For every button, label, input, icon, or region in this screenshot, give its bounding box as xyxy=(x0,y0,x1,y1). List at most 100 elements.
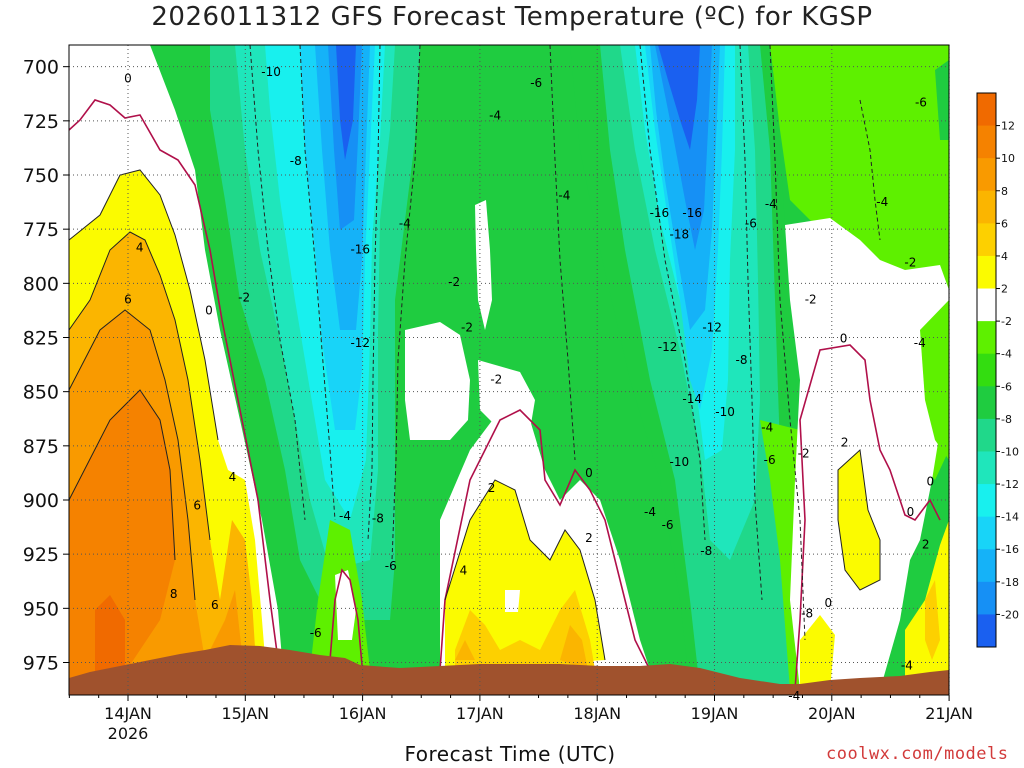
contour-label: 0 xyxy=(824,596,832,610)
contour-label: -10 xyxy=(261,65,281,79)
terrain xyxy=(69,645,949,695)
contour-label: 4 xyxy=(460,563,468,577)
contour-label: -6 xyxy=(662,518,674,532)
x-tick-label: 14JAN xyxy=(104,704,152,723)
contour-label: -4 xyxy=(399,217,411,231)
contour-label: -8 xyxy=(290,154,302,168)
contour-label: 0 xyxy=(585,466,593,480)
contour-label: 6 xyxy=(124,293,132,307)
x-axis-label: Forecast Time (UTC) xyxy=(404,742,616,766)
y-tick-label: 875 xyxy=(23,436,59,458)
contour-label: -14 xyxy=(682,392,702,406)
contour-label: -8 xyxy=(700,544,712,558)
contour-label: -4 xyxy=(765,197,777,211)
contour-label: -2 xyxy=(798,446,810,460)
colorbar-tick-label: -4 xyxy=(1001,348,1012,361)
contour-label: -6 xyxy=(530,76,542,90)
y-tick-label: 725 xyxy=(23,111,59,133)
contour-label: 0 xyxy=(927,475,935,489)
colorbar-swatch xyxy=(977,386,996,420)
colorbar-swatch xyxy=(977,223,996,257)
colorbar-tick-label: 12 xyxy=(1001,120,1015,133)
contour-label: -4 xyxy=(339,509,351,523)
y-tick-label: 800 xyxy=(23,273,59,295)
colorbar-swatch xyxy=(977,484,996,518)
contour-label: 4 xyxy=(136,241,144,255)
colorbar-swatch xyxy=(977,158,996,192)
temperature-fill xyxy=(69,45,949,695)
contour-label: 6 xyxy=(193,498,201,512)
colorbar-tick-label: -10 xyxy=(1001,445,1019,458)
contour-label: -2 xyxy=(238,290,250,304)
contour-label: -8 xyxy=(801,607,813,621)
contour-label: -4 xyxy=(644,505,656,519)
colorbar-legend: 12 10 8 6 4 2 -2 -4 -6 -8 -10 -12 -14 -16 -18 -20 xyxy=(976,92,1019,648)
colorbar-tick-label: 2 xyxy=(1001,283,1008,296)
y-tick-label: 850 xyxy=(23,382,59,404)
grid xyxy=(69,45,950,695)
x-tick-label: 17JAN xyxy=(456,704,504,723)
colorbar-swatch xyxy=(977,418,996,452)
y-tick-label: 700 xyxy=(23,57,59,79)
contour-label: -2 xyxy=(461,321,473,335)
colorbar-tick-label: -8 xyxy=(1001,413,1012,426)
contour-label: 8 xyxy=(170,587,178,601)
contour-label: -4 xyxy=(788,689,800,703)
y-axis: 700 725 750 775 800 825 850 875 900 925 950 975 xyxy=(23,57,69,675)
x-tick-label: 21JAN xyxy=(925,704,973,723)
colorbar-tick-label: -2 xyxy=(1001,315,1012,328)
contour-label: -6 xyxy=(915,95,927,109)
contour-label: -12 xyxy=(658,340,678,354)
y-tick-label: 950 xyxy=(23,598,59,620)
colorbar-swatch xyxy=(977,255,996,290)
colorbar-swatch xyxy=(977,288,996,322)
contour-label: -4 xyxy=(914,336,926,350)
colorbar-swatch xyxy=(977,549,996,583)
contour-label: 2 xyxy=(922,537,930,551)
x-tick-label: 15JAN xyxy=(221,704,269,723)
contour-label: -4 xyxy=(901,659,913,673)
contour-label: -2 xyxy=(904,256,916,270)
contour-label: 0 xyxy=(907,505,915,519)
contour-labels: 0 4 6 8 6 0 -2 4 6 -10 -8 -16 -12 -4 -8 -6 -6 -4 -4 -6 -2 -2 -… xyxy=(124,65,934,703)
contour-label: -6 xyxy=(764,453,776,467)
colorbar-tick-label: 10 xyxy=(1001,152,1015,165)
colorbar-frame xyxy=(976,92,997,648)
contour-label: -8 xyxy=(735,353,747,367)
colorbar-swatch xyxy=(977,614,996,648)
contour-label: -4 xyxy=(558,189,570,203)
colorbar-swatch xyxy=(977,353,996,387)
x-tick-label: 18JAN xyxy=(573,704,621,723)
contour-label: -10 xyxy=(715,405,735,419)
colorbar-tick-label: -14 xyxy=(1001,511,1019,524)
contour-label: -10 xyxy=(670,455,690,469)
contour-label: -18 xyxy=(670,228,690,242)
colorbar-tick-label: 4 xyxy=(1001,250,1008,263)
colorbar-tick-label: -12 xyxy=(1001,478,1019,491)
contour-label: -6 xyxy=(385,559,397,573)
contour-label: -16 xyxy=(650,206,670,220)
colorbar-tick-label: -16 xyxy=(1001,543,1019,556)
contour-label: -4 xyxy=(876,195,888,209)
contour-label: -12 xyxy=(350,336,370,350)
x-tick-label: 16JAN xyxy=(339,704,387,723)
x-tick-label: 19JAN xyxy=(691,704,739,723)
x-year-label: 2026 xyxy=(108,724,149,743)
y-tick-label: 825 xyxy=(23,328,59,350)
colorbar-tick-label: 8 xyxy=(1001,185,1008,198)
contour-label: -6 xyxy=(310,626,322,640)
contour-label: 6 xyxy=(211,598,219,612)
contour-label: 4 xyxy=(229,470,237,484)
colorbar-swatch xyxy=(977,516,996,550)
y-tick-label: 750 xyxy=(23,165,59,187)
colorbar-tick-label: -18 xyxy=(1001,576,1019,589)
contour-label: -8 xyxy=(372,511,384,525)
contour-label: 2 xyxy=(841,436,849,450)
colorbar-swatch xyxy=(977,125,996,159)
y-tick-label: 900 xyxy=(23,490,59,512)
chart-title: 2026011312 GFS Forecast Temperature (ºC)… xyxy=(151,2,873,32)
contour-label: -2 xyxy=(805,293,817,307)
y-tick-label: 925 xyxy=(23,544,59,566)
contour-label: -12 xyxy=(702,321,722,335)
contour-label: 2 xyxy=(585,531,593,545)
